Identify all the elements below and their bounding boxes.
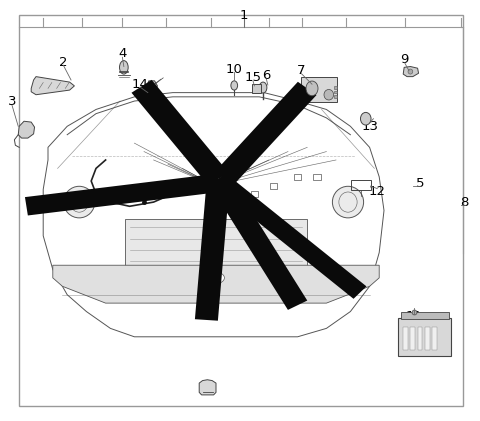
Text: 2: 2 xyxy=(59,56,68,69)
Text: 7: 7 xyxy=(297,64,306,77)
Ellipse shape xyxy=(408,69,413,74)
Text: 12: 12 xyxy=(369,185,386,198)
Bar xyxy=(227,195,234,201)
Bar xyxy=(432,327,437,350)
Ellipse shape xyxy=(332,186,364,218)
Text: 3: 3 xyxy=(8,95,16,107)
Bar xyxy=(125,219,307,269)
Ellipse shape xyxy=(306,81,318,96)
Bar xyxy=(294,174,301,180)
Ellipse shape xyxy=(360,112,371,125)
Polygon shape xyxy=(403,67,419,77)
Bar xyxy=(334,86,337,89)
Ellipse shape xyxy=(203,272,225,284)
Text: 1: 1 xyxy=(240,10,248,22)
Polygon shape xyxy=(31,77,74,95)
Ellipse shape xyxy=(231,81,238,90)
Polygon shape xyxy=(195,178,230,321)
Bar xyxy=(403,327,408,350)
Text: 13: 13 xyxy=(361,120,378,133)
Polygon shape xyxy=(146,81,157,93)
Bar xyxy=(334,95,337,98)
Polygon shape xyxy=(132,80,228,185)
Text: 6: 6 xyxy=(262,69,271,82)
Polygon shape xyxy=(216,82,316,184)
Text: 9: 9 xyxy=(400,53,409,66)
Ellipse shape xyxy=(259,82,267,93)
Ellipse shape xyxy=(324,90,334,100)
Bar xyxy=(251,191,258,197)
Polygon shape xyxy=(18,121,35,138)
Text: 14: 14 xyxy=(132,78,149,91)
Polygon shape xyxy=(209,174,307,310)
Bar xyxy=(334,91,337,93)
Ellipse shape xyxy=(63,186,95,218)
Text: 11: 11 xyxy=(405,310,422,323)
Polygon shape xyxy=(199,380,216,395)
Polygon shape xyxy=(53,265,379,303)
Text: 5: 5 xyxy=(416,177,424,189)
Text: 10: 10 xyxy=(226,63,243,76)
Text: 8: 8 xyxy=(460,197,469,209)
Bar xyxy=(270,183,277,189)
Bar xyxy=(401,312,449,319)
Text: 4: 4 xyxy=(118,48,127,60)
Bar xyxy=(425,327,430,350)
Bar xyxy=(301,77,337,102)
Bar xyxy=(398,318,451,356)
Polygon shape xyxy=(25,174,217,216)
Bar xyxy=(313,174,321,180)
Polygon shape xyxy=(212,173,367,299)
Bar xyxy=(410,327,415,350)
Ellipse shape xyxy=(120,61,128,74)
Text: 15: 15 xyxy=(244,71,262,84)
Bar xyxy=(418,327,422,350)
Bar xyxy=(252,84,261,93)
Bar xyxy=(351,180,371,190)
